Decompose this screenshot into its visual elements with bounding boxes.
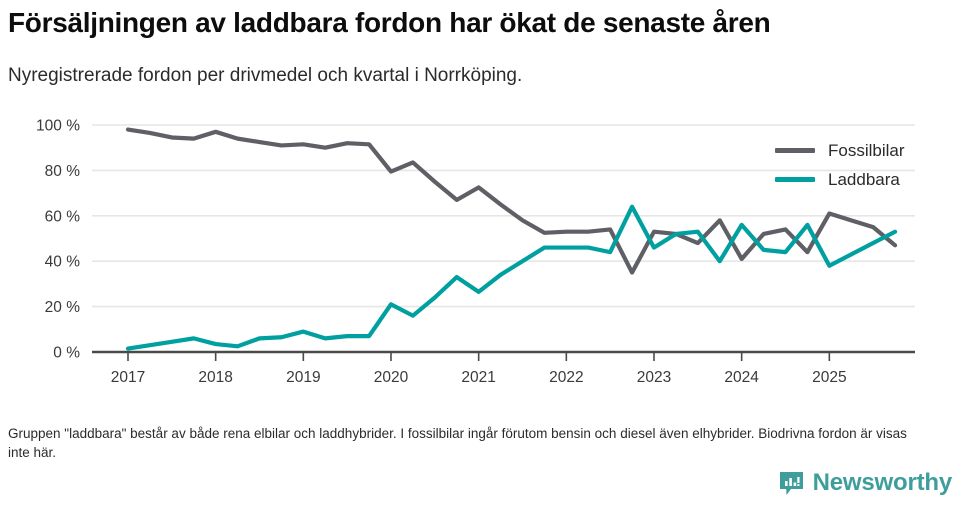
x-axis-tick-label: 2019 xyxy=(286,369,320,386)
y-axis-tick-label: 40 % xyxy=(45,254,81,271)
x-axis-tick-label: 2025 xyxy=(812,369,846,386)
chart-plot-area: 0 % 20 % 40 % 60 % 80 % 100 % 2017 2018 2019 2020… xyxy=(0,104,960,394)
bar-chart-bubble-icon xyxy=(778,470,805,497)
page-title: Försäljningen av laddbara fordon har öka… xyxy=(8,7,771,38)
chart-subtitle: Nyregistrerade fordon per drivmedel och … xyxy=(8,65,523,86)
y-axis-tick-label: 60 % xyxy=(45,208,81,225)
series-line-laddbara xyxy=(125,204,898,351)
x-axis-tick-label: 2021 xyxy=(461,369,495,386)
legend-item-fossilbilar[interactable]: Fossilbilar xyxy=(775,136,955,165)
legend-label-laddbara: Laddbara xyxy=(828,169,900,189)
brand-name-label: Newsworthy xyxy=(812,469,953,496)
x-axis-tick-label: 2020 xyxy=(374,369,409,386)
x-axis-tick-label: 2023 xyxy=(637,369,671,386)
legend-swatch-laddbara xyxy=(775,177,815,182)
chart-legend: Fossilbilar Laddbara xyxy=(775,136,955,194)
legend-label-fossilbilar: Fossilbilar xyxy=(828,140,905,160)
series-line-fossilbilar xyxy=(125,127,898,275)
x-axis-tick-label: 2018 xyxy=(198,369,232,386)
line-chart-svg: 0 % 20 % 40 % 60 % 80 % 100 % 2017 2018 2019 2020… xyxy=(36,118,915,386)
chart-footnote: Gruppen "laddbara" består av både rena e… xyxy=(8,426,907,461)
legend-item-laddbara[interactable]: Laddbara xyxy=(775,165,955,194)
y-axis-tick-label: 0 % xyxy=(53,345,80,362)
y-axis-tick-label: 100 % xyxy=(36,118,80,135)
x-axis-tick-label: 2022 xyxy=(549,369,583,386)
x-axis-tick-label: 2017 xyxy=(111,369,145,386)
y-axis-tick-label: 80 % xyxy=(45,163,81,180)
legend-swatch-fossilbilar xyxy=(775,148,815,153)
x-axis-tick-label: 2024 xyxy=(724,369,759,386)
newsworthy-brand[interactable]: Newsworthy xyxy=(778,468,952,498)
y-axis-tick-label: 20 % xyxy=(45,299,81,316)
